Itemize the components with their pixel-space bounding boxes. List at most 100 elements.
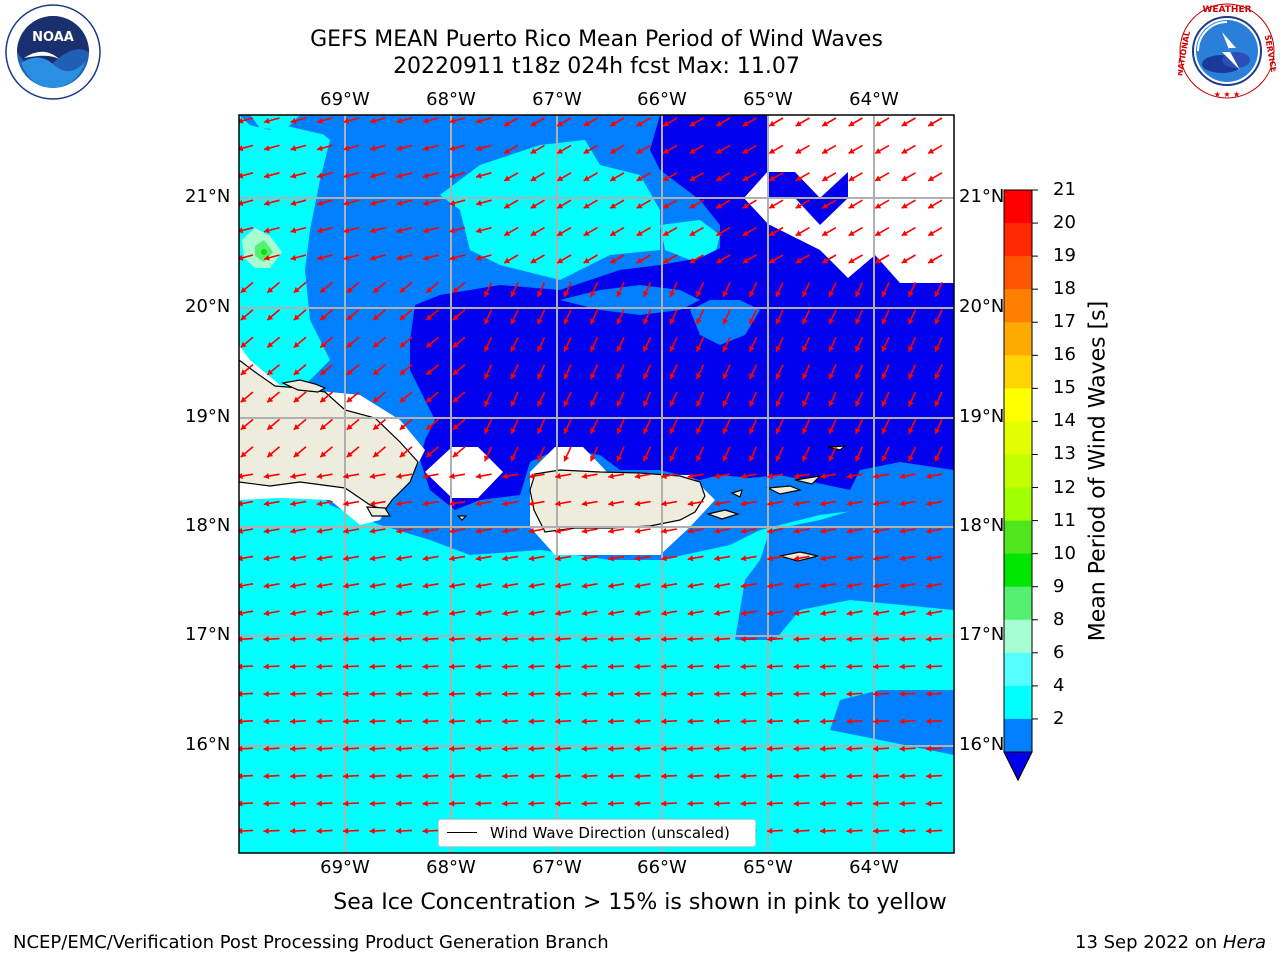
vector-arrowhead	[608, 555, 614, 562]
vector-arrowhead	[316, 636, 322, 643]
vector-arrowhead	[643, 318, 649, 325]
vector-arrowhead	[317, 200, 323, 206]
vector-arrowhead	[689, 257, 696, 264]
vector-arrowhead	[343, 227, 350, 234]
vector-arrowhead	[634, 745, 640, 752]
vector-arrowhead	[239, 254, 244, 261]
svg-text:★ ★ ★: ★ ★ ★	[1214, 90, 1241, 99]
vector-arrowhead	[263, 582, 270, 589]
vector-arrowhead	[775, 427, 782, 434]
vector-arrowhead	[502, 555, 508, 562]
vector-arrowhead	[370, 117, 376, 124]
vector-arrowhead	[742, 120, 749, 127]
vector-arrowhead	[423, 227, 429, 234]
vector-arrowhead	[926, 582, 932, 589]
vector-arrowhead	[767, 773, 773, 780]
vector-arrowhead	[346, 396, 353, 403]
vector-arrowhead	[663, 257, 670, 264]
vector-arrowhead	[528, 773, 534, 780]
vector-arrowhead	[449, 527, 455, 534]
vector-arrowhead	[822, 175, 829, 181]
vector-arrowhead	[696, 318, 702, 325]
vector-arrowhead	[343, 582, 349, 589]
vector-arrowhead	[636, 175, 643, 181]
vector-arrowhead	[616, 345, 623, 352]
vector-arrowhead	[716, 202, 723, 209]
vector-arrowhead	[240, 424, 247, 430]
vector-arrowhead	[855, 373, 861, 380]
vector-arrowhead	[510, 427, 517, 434]
vector-arrowhead	[293, 451, 300, 458]
lon-label: 64°W	[849, 857, 899, 878]
vector-arrowhead	[267, 369, 274, 375]
vector-arrowhead	[767, 800, 773, 807]
colorbar-tick-label: 12	[1053, 476, 1076, 498]
sea-ice-note: Sea Ice Concentration > 15% is shown in …	[333, 890, 947, 915]
vector-arrowhead	[484, 373, 490, 380]
vector-arrowhead	[373, 314, 380, 321]
vector-arrowhead	[926, 500, 932, 507]
vector-arrowhead	[502, 773, 508, 780]
vector-arrowhead	[530, 257, 537, 264]
lat-label: 20°N	[185, 296, 231, 317]
vector-arrowhead	[820, 582, 826, 589]
vector-arrowhead	[239, 145, 244, 152]
vector-arrowhead	[239, 745, 243, 752]
vector-arrowhead	[290, 800, 296, 807]
vector-arrowhead	[510, 400, 517, 407]
vector-arrowhead	[346, 287, 353, 293]
vector-arrowhead	[581, 636, 587, 643]
vector-arrowhead	[687, 500, 694, 507]
vector-arrowhead	[423, 200, 429, 206]
vector-arrowhead	[822, 120, 829, 127]
vector-arrowhead	[555, 690, 561, 698]
vector-arrowhead	[240, 341, 247, 348]
vector-arrowhead	[317, 227, 323, 234]
vector-arrowhead	[802, 427, 808, 434]
vector-arrowhead	[820, 663, 826, 670]
vector-arrowhead	[855, 455, 861, 462]
vector-arrowhead	[528, 582, 535, 589]
vector-arrowhead	[581, 773, 587, 780]
vector-arrowhead	[537, 400, 543, 407]
vector-arrowhead	[369, 582, 376, 589]
vector-arrowhead	[502, 473, 508, 480]
vector-arrowhead	[399, 424, 406, 430]
vector-arrowhead	[316, 663, 322, 670]
vector-arrowhead	[449, 773, 455, 780]
vector-arrowhead	[899, 800, 905, 807]
vector-arrowhead	[775, 318, 782, 325]
vector-arrowhead	[555, 555, 561, 562]
vector-arrowhead	[908, 455, 914, 462]
vector-arrowhead	[555, 500, 561, 507]
vector-arrowhead	[267, 341, 274, 348]
vector-arrowhead	[555, 636, 561, 643]
vector-arrowhead	[504, 202, 511, 209]
vector-arrowhead	[643, 290, 649, 297]
vector-arrowhead	[316, 555, 323, 562]
vector-arrowhead	[928, 230, 935, 236]
vector-arrowhead	[369, 800, 375, 807]
vector-arrowhead	[452, 314, 459, 321]
vector-arrowhead	[846, 636, 852, 643]
vector-arrowhead	[714, 555, 720, 562]
vector-arrowhead	[396, 117, 403, 124]
vector-arrowhead	[661, 773, 667, 780]
vector-arrowhead	[846, 800, 852, 807]
vector-arrowhead	[583, 202, 590, 209]
colorbar-band	[1004, 685, 1032, 720]
vector-arrowhead	[663, 230, 670, 236]
vector-arrowhead	[396, 800, 402, 807]
vector-arrowhead	[689, 230, 696, 236]
vector-arrowhead	[669, 455, 676, 462]
nws-logo: WEATHER ★ ★ ★ NATIONAL SERVICE	[1178, 3, 1276, 99]
vector-arrowhead	[934, 427, 941, 434]
vector-arrowhead	[590, 290, 596, 297]
vector-arrowhead	[343, 827, 349, 835]
vector-arrowhead	[749, 318, 755, 325]
vector-arrowhead	[320, 451, 327, 458]
vector-arrowhead	[716, 230, 723, 236]
vector-arrowhead	[634, 555, 641, 562]
vector-arrowhead	[820, 690, 826, 698]
vector-arrowhead	[422, 610, 429, 617]
